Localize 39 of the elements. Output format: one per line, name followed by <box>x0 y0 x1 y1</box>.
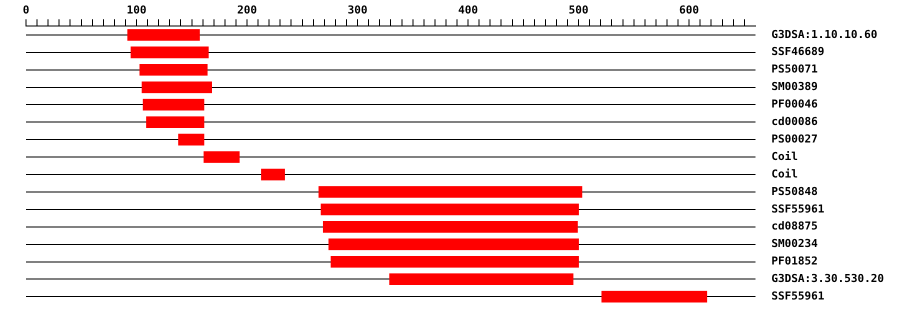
y-tick-label: SSF46689 <box>771 45 824 58</box>
x-tick-label: 500 <box>568 3 589 16</box>
y-tick-label: PF01852 <box>771 254 818 268</box>
bar <box>320 204 579 216</box>
x-tick-label: 400 <box>458 3 478 16</box>
x-tick-label: 600 <box>679 3 700 16</box>
y-tick-label: SSF55961 <box>771 202 825 216</box>
y-tick-label: Coil <box>771 150 798 163</box>
y-tick-label: cd00086 <box>771 115 818 128</box>
bar <box>389 273 574 286</box>
bar <box>204 151 240 163</box>
bar <box>140 64 208 76</box>
x-tick-label: 200 <box>237 3 257 16</box>
x-tick-label: 0 <box>22 3 30 16</box>
bar <box>261 168 285 180</box>
x-tick-label: 300 <box>348 3 368 16</box>
bar <box>146 116 204 128</box>
y-tick-label: cd08875 <box>771 220 818 233</box>
bar <box>601 290 708 303</box>
y-tick-label: PF00046 <box>771 98 818 111</box>
y-tick-label: PS50848 <box>771 184 818 198</box>
y-tick-label: G3DSA:3.30.530.20 <box>771 272 884 286</box>
bar <box>330 256 579 268</box>
y-tick-label: SM00234 <box>771 237 818 250</box>
bar <box>328 238 579 250</box>
bar <box>142 81 212 94</box>
x-tick-label: 100 <box>126 3 146 16</box>
bar <box>322 221 578 233</box>
y-tick-label: G3DSA:1.10.10.60 <box>771 28 878 41</box>
bar <box>127 29 200 41</box>
y-tick-label: Coil <box>771 167 798 180</box>
y-tick-label: SSF55961 <box>771 290 825 303</box>
y-tick-label: PS00027 <box>771 132 818 146</box>
bar <box>318 186 582 198</box>
bar <box>142 98 204 111</box>
y-tick-label: SM00389 <box>771 80 818 94</box>
bar <box>178 134 204 146</box>
bar <box>130 46 209 58</box>
y-tick-label: PS50071 <box>771 62 818 76</box>
